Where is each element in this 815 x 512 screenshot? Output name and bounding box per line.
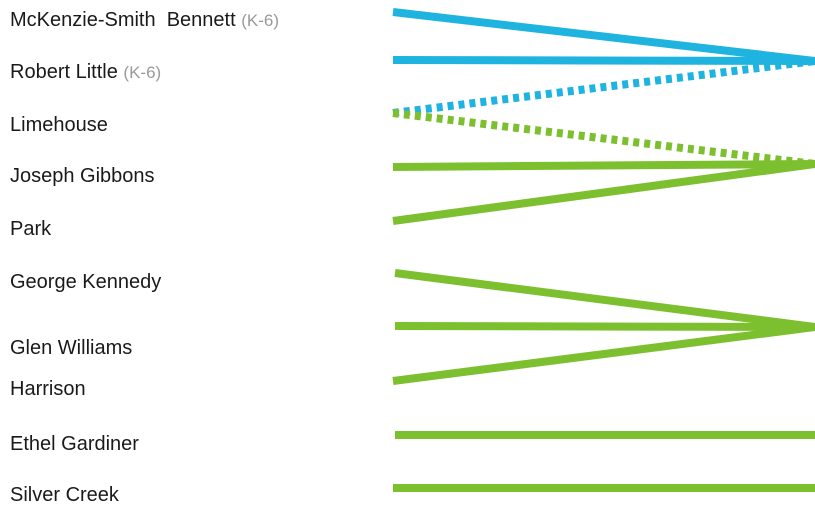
school-name: Limehouse bbox=[10, 114, 108, 136]
school-name: McKenzie-Smith Bennett bbox=[10, 9, 236, 31]
school-label-mckenzie-smith-bennett: McKenzie-Smith Bennett (K-6) bbox=[10, 8, 279, 33]
school-label-joseph-gibbons: Joseph Gibbons bbox=[10, 164, 155, 188]
school-label-ethel-gardiner: Ethel Gardiner bbox=[10, 432, 139, 456]
school-name: Joseph Gibbons bbox=[10, 165, 155, 187]
connector-line-limehouse-destination-1 bbox=[392, 57, 815, 117]
school-name: Robert Little bbox=[10, 61, 118, 83]
school-name: Silver Creek bbox=[10, 484, 119, 506]
school-label-limehouse: Limehouse bbox=[10, 113, 108, 137]
connector-line-glen-williams-destination-3 bbox=[394, 322, 815, 331]
school-label-harrison: Harrison bbox=[10, 377, 86, 401]
school-label-glen-williams: Glen Williams bbox=[10, 336, 132, 360]
school-label-robert-little: Robert Little (K-6) bbox=[10, 60, 161, 85]
school-name: Harrison bbox=[10, 378, 86, 400]
grade-range-note: (K-6) bbox=[241, 11, 279, 30]
connector-line-george-kennedy-destination-3 bbox=[394, 269, 815, 331]
school-label-george-kennedy: George Kennedy bbox=[10, 270, 161, 294]
school-label-park: Park bbox=[10, 217, 51, 241]
connector-line-harrison-destination-3 bbox=[392, 323, 815, 385]
connector-line-park-destination-2 bbox=[392, 160, 815, 225]
connector-line-limehouse-destination-2 bbox=[392, 109, 815, 168]
school-name: George Kennedy bbox=[10, 271, 162, 293]
connector-line-joseph-gibbons-destination-2 bbox=[392, 160, 815, 171]
school-name: Ethel Gardiner bbox=[10, 433, 139, 455]
connector-line-robert-little-destination-1 bbox=[392, 56, 815, 65]
school-name: Glen Williams bbox=[10, 337, 133, 359]
school-name: Park bbox=[10, 218, 52, 240]
school-label-silver-creek: Silver Creek bbox=[10, 483, 119, 507]
grade-range-note: (K-6) bbox=[123, 63, 162, 82]
connector-line-mckenzie-smith-bennett-destination-1 bbox=[392, 8, 815, 65]
